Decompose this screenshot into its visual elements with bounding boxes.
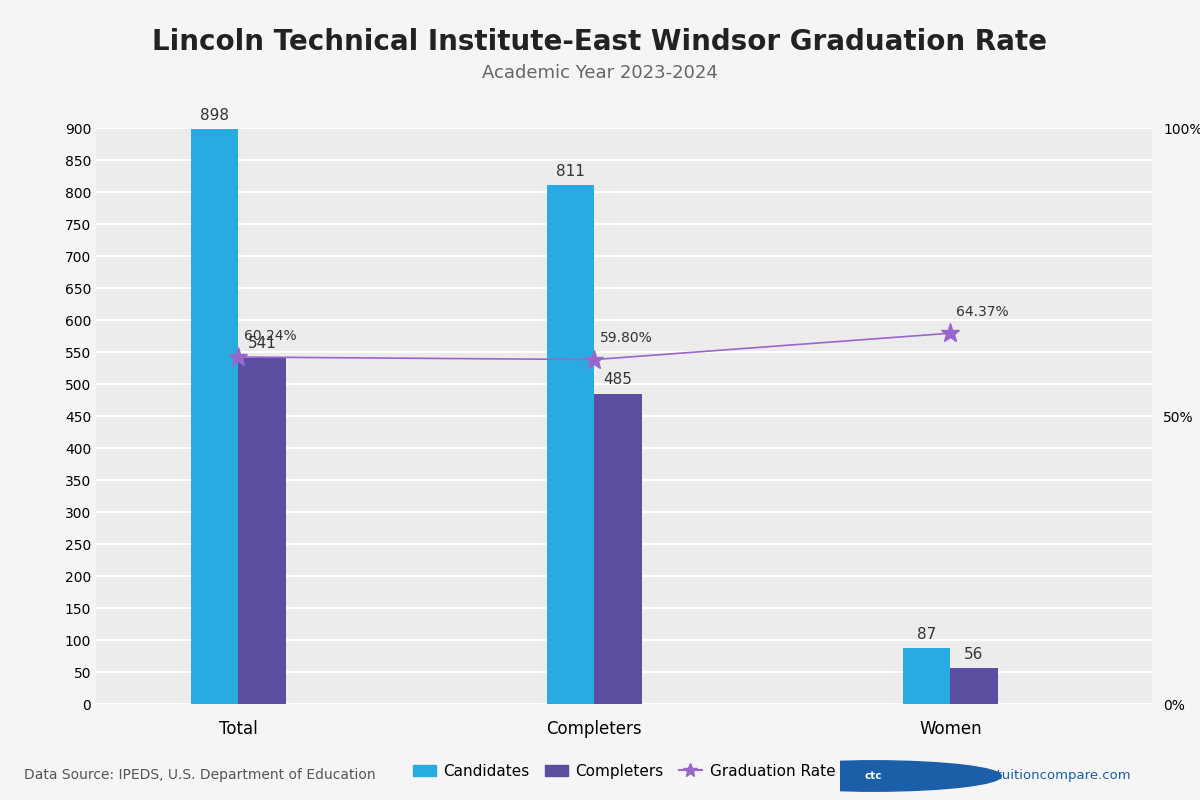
Legend: Candidates, Completers, Graduation Rate: Candidates, Completers, Graduation Rate: [407, 758, 841, 785]
Bar: [547, 185, 594, 704]
Text: Lincoln Technical Institute-East Windsor Graduation Rate: Lincoln Technical Institute-East Windsor…: [152, 28, 1048, 56]
Text: 485: 485: [604, 372, 632, 387]
Bar: [191, 130, 239, 704]
Text: Academic Year 2023-2024: Academic Year 2023-2024: [482, 64, 718, 82]
Bar: [239, 358, 286, 704]
Text: 541: 541: [247, 336, 276, 351]
Text: ctc: ctc: [865, 771, 882, 781]
Bar: [950, 668, 997, 704]
Text: 60.24%: 60.24%: [245, 329, 296, 342]
Text: www.collegetuitioncompare.com: www.collegetuitioncompare.com: [914, 770, 1132, 782]
Text: 59.80%: 59.80%: [600, 331, 653, 345]
Text: 898: 898: [200, 108, 229, 123]
Text: Data Source: IPEDS, U.S. Department of Education: Data Source: IPEDS, U.S. Department of E…: [24, 768, 376, 782]
Text: 64.37%: 64.37%: [956, 305, 1009, 319]
Text: 87: 87: [917, 627, 936, 642]
Text: 56: 56: [965, 646, 984, 662]
Bar: [902, 648, 950, 704]
Circle shape: [746, 761, 1001, 791]
Bar: [594, 394, 642, 704]
Text: 811: 811: [556, 163, 586, 178]
